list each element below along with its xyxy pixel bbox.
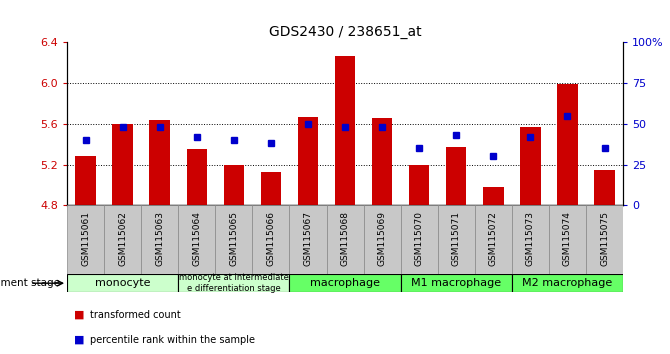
Bar (67, 205, 104, 274)
Bar (289, 274, 401, 292)
Bar (149, 120, 170, 205)
Text: transformed count: transformed count (90, 310, 181, 320)
Text: GSM115069: GSM115069 (378, 211, 387, 266)
Text: development stage: development stage (0, 278, 60, 288)
Bar (261, 172, 281, 205)
Bar (67, 274, 178, 292)
Bar (549, 205, 586, 274)
Text: monocyte: monocyte (95, 278, 150, 288)
Text: GSM115071: GSM115071 (452, 211, 461, 266)
Text: GSM115061: GSM115061 (81, 211, 90, 266)
Bar (446, 147, 466, 205)
Bar (113, 124, 133, 205)
Text: GSM115068: GSM115068 (340, 211, 350, 266)
Bar (512, 205, 549, 274)
Bar (75, 156, 96, 205)
Bar (409, 165, 429, 205)
Title: GDS2430 / 238651_at: GDS2430 / 238651_at (269, 25, 421, 39)
Bar (335, 56, 355, 205)
Text: percentile rank within the sample: percentile rank within the sample (90, 335, 255, 345)
Bar (178, 205, 215, 274)
Bar (104, 205, 141, 274)
Bar (141, 205, 178, 274)
Bar (557, 84, 578, 205)
Bar (215, 205, 253, 274)
Text: GSM115072: GSM115072 (489, 211, 498, 266)
Bar (364, 205, 401, 274)
Bar (186, 149, 207, 205)
Bar (401, 274, 512, 292)
Bar (297, 117, 318, 205)
Text: GSM115070: GSM115070 (415, 211, 423, 266)
Bar (253, 205, 289, 274)
Bar (586, 205, 623, 274)
Text: GSM115074: GSM115074 (563, 211, 572, 266)
Bar (326, 205, 364, 274)
Text: GSM115067: GSM115067 (304, 211, 312, 266)
Text: GSM115066: GSM115066 (267, 211, 275, 266)
Bar (178, 274, 289, 292)
Text: GSM115064: GSM115064 (192, 211, 201, 266)
Text: ■: ■ (74, 335, 84, 345)
Text: GSM115065: GSM115065 (229, 211, 239, 266)
Bar (289, 205, 326, 274)
Bar (401, 205, 438, 274)
Text: monocyte at intermediate
e differentiation stage: monocyte at intermediate e differentiati… (179, 274, 289, 293)
Text: GSM115063: GSM115063 (155, 211, 164, 266)
Bar (520, 127, 541, 205)
Bar (475, 205, 512, 274)
Text: GSM115062: GSM115062 (118, 211, 127, 266)
Bar (594, 170, 615, 205)
Text: GSM115075: GSM115075 (600, 211, 609, 266)
Bar (483, 187, 504, 205)
Text: M2 macrophage: M2 macrophage (523, 278, 612, 288)
Text: GSM115073: GSM115073 (526, 211, 535, 266)
Bar (372, 118, 393, 205)
Bar (438, 205, 475, 274)
Bar (224, 165, 244, 205)
Text: ■: ■ (74, 310, 84, 320)
Text: macrophage: macrophage (310, 278, 380, 288)
Bar (512, 274, 623, 292)
Text: M1 macrophage: M1 macrophage (411, 278, 501, 288)
